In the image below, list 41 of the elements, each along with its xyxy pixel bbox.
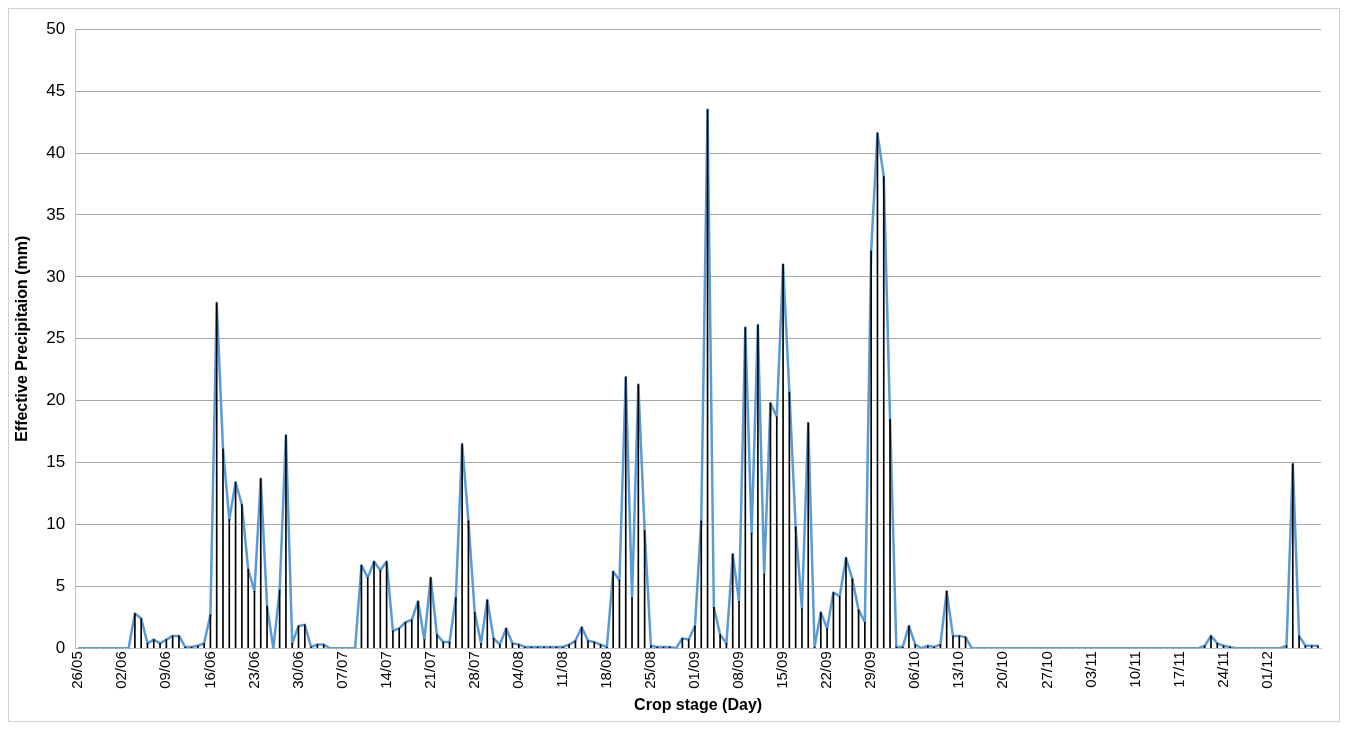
x-tick-label: 25/08	[641, 651, 659, 689]
y-tick-label: 20	[46, 390, 66, 410]
y-tick-label: 35	[46, 204, 66, 224]
x-tick-label: 03/11	[1081, 651, 1099, 688]
x-tick-label: 10/11	[1125, 651, 1143, 688]
y-tick-label: 40	[46, 142, 66, 162]
x-tick-label: 26/05	[68, 651, 86, 689]
y-tick-label: 15	[46, 452, 66, 472]
y-tick-label: 30	[46, 266, 66, 286]
x-tick-label: 29/09	[861, 651, 879, 689]
x-tick-label: 15/09	[773, 651, 791, 689]
x-tick-label: 28/07	[464, 651, 482, 689]
x-tick-label: 08/09	[729, 651, 747, 689]
y-tick-label: 50	[46, 18, 66, 38]
x-tick-label: 04/08	[508, 651, 526, 689]
y-tick-label: 25	[46, 328, 66, 348]
x-tick-label: 11/08	[552, 651, 570, 688]
x-tick-label: 13/10	[949, 651, 967, 689]
y-tick-label: 45	[46, 80, 66, 100]
x-tick-label: 22/09	[817, 651, 835, 689]
x-tick-label: 21/07	[420, 651, 438, 689]
x-tick-label: 23/06	[244, 651, 262, 689]
x-tick-label: 30/06	[288, 651, 306, 689]
x-tick-label: 14/07	[376, 651, 394, 689]
x-tick-label: 09/06	[156, 651, 174, 689]
y-axis-title: Effective Precipitaion (mm)	[13, 235, 31, 442]
x-tick-label: 27/10	[1037, 651, 1055, 689]
x-axis-title: Crop stage (Day)	[634, 695, 763, 713]
x-tick-label: 07/07	[332, 651, 350, 689]
x-tick-label: 01/12	[1257, 651, 1275, 689]
y-tick-label: 5	[55, 576, 66, 596]
x-tick-label: 24/11	[1213, 651, 1231, 688]
x-tick-label: 16/06	[200, 651, 218, 689]
x-tick-label: 02/06	[112, 651, 130, 689]
x-tick-label: 18/08	[597, 651, 615, 689]
x-tick-label: 20/10	[993, 651, 1011, 689]
y-tick-label: 0	[55, 637, 66, 657]
x-tick-label: 17/11	[1169, 651, 1187, 688]
x-tick-label: 06/10	[905, 651, 923, 689]
x-tick-label: 01/09	[685, 651, 703, 689]
y-tick-label: 10	[46, 514, 66, 534]
